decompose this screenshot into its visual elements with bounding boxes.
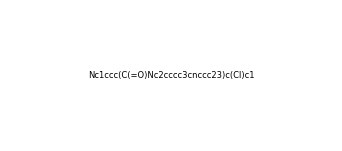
Text: Nc1ccc(C(=O)Nc2cccc3cnccc23)c(Cl)c1: Nc1ccc(C(=O)Nc2cccc3cnccc23)c(Cl)c1 <box>88 71 254 80</box>
